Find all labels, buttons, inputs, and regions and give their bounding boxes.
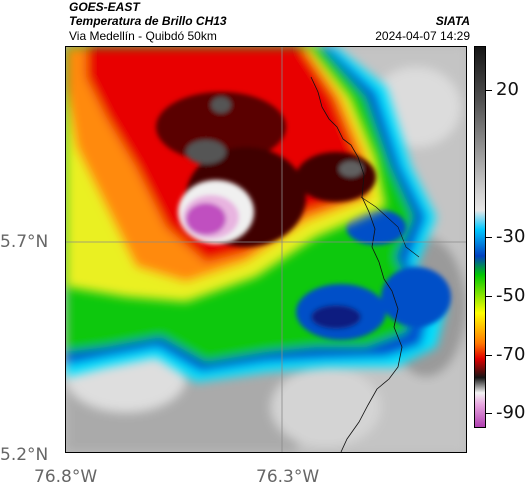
colorbar-tick-label: -50 (496, 285, 526, 306)
satellite-map (65, 46, 467, 453)
map-subtitle: Temperatura de Brillo CH13 (69, 14, 227, 28)
map-title: GOES-EAST (69, 0, 140, 14)
colorbar-tick-label: -70 (496, 344, 526, 365)
colorbar-tick (486, 355, 492, 356)
colorbar-tick-label: -30 (496, 226, 526, 247)
temperature-field (66, 47, 466, 452)
colorbar-tick-label: -90 (496, 402, 526, 423)
timestamp-label: 2024-04-07 14:29 (375, 29, 470, 43)
lon-label-76-3: 76.3°W (256, 467, 320, 487)
colorbar-tick (486, 237, 492, 238)
colorbar-tick (486, 90, 492, 91)
lon-label-76-8: 76.8°W (34, 467, 98, 487)
colorbar-tick (486, 413, 492, 414)
org-label: SIATA (435, 14, 470, 28)
lat-label-5-2: 5.2°N (0, 445, 49, 465)
colorbar-tick (486, 296, 492, 297)
colorbar-tick-label: 20 (496, 79, 519, 100)
lat-label-5-7: 5.7°N (0, 232, 49, 252)
temperature-colorbar (474, 46, 486, 428)
route-label: Via Medellín - Quibdó 50km (69, 29, 217, 43)
